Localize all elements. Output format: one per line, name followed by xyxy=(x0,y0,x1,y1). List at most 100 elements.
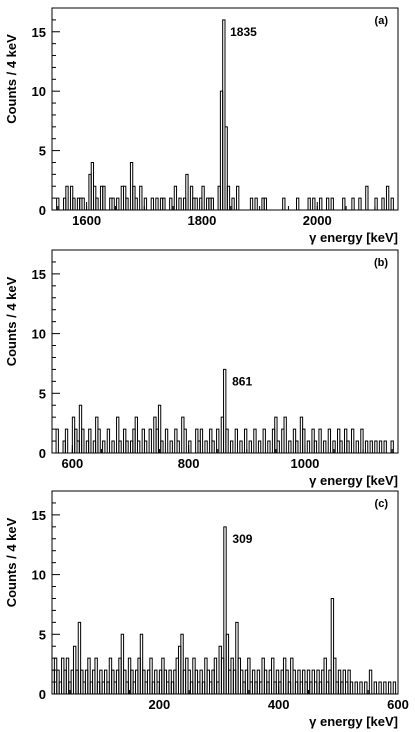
histogram-bin xyxy=(271,657,275,694)
histogram-bin xyxy=(373,681,378,694)
histogram-bin xyxy=(157,404,162,453)
histogram-bin xyxy=(111,440,115,453)
x-tick-label: 600 xyxy=(387,697,409,712)
histogram-bin xyxy=(160,440,164,453)
histogram-bin xyxy=(72,197,76,210)
histogram-bin xyxy=(234,428,239,453)
histogram-bin xyxy=(318,428,322,453)
panel-2: 600 800 1000 0 5 10 15 Counts / 4 keV γ energy [… xyxy=(4,249,399,488)
histogram-bin xyxy=(88,428,92,453)
histogram-bin xyxy=(143,197,148,210)
histogram-bin xyxy=(378,681,382,694)
histogram-bin xyxy=(283,416,287,453)
histogram-bin xyxy=(95,197,99,210)
x-tick-label: 200 xyxy=(149,697,171,712)
y-tick-label: 5 xyxy=(39,627,46,642)
histogram-bin xyxy=(276,440,280,453)
histogram-bin xyxy=(374,197,378,210)
x-tick-label: 2000 xyxy=(303,213,332,228)
histogram-bin xyxy=(392,681,397,694)
histogram-bin xyxy=(65,657,70,694)
histogram-bin xyxy=(164,428,169,453)
y-tick-label: 10 xyxy=(32,568,46,583)
histogram-bin xyxy=(183,428,187,453)
histogram-bin xyxy=(201,185,205,210)
histogram-bin xyxy=(139,633,144,694)
histogram-bin xyxy=(365,185,369,210)
histogram-bin xyxy=(211,440,215,453)
histogram-bin xyxy=(274,416,278,453)
histogram-bin xyxy=(185,173,189,210)
histogram-bin xyxy=(176,440,180,453)
histogram-bin xyxy=(249,197,254,210)
y-tick-label: 10 xyxy=(32,84,46,99)
histogram-bin xyxy=(180,633,184,694)
panel-tag: (b) xyxy=(374,257,388,269)
histogram-bin xyxy=(342,197,346,210)
y-tick-label: 5 xyxy=(39,386,46,401)
y-tick-label: 15 xyxy=(32,267,46,282)
histogram-bin xyxy=(125,440,129,453)
histogram-bin xyxy=(364,681,368,694)
histogram-bin xyxy=(313,440,318,453)
histogram-bin xyxy=(162,197,166,210)
histogram-bin xyxy=(282,197,286,210)
histogram-bin xyxy=(374,440,378,453)
histogram-bin xyxy=(106,428,111,453)
histogram-bin xyxy=(213,657,218,694)
histogram-bin xyxy=(134,197,138,210)
histogram-bin xyxy=(97,428,101,453)
histogram-bin xyxy=(263,197,268,210)
panel-tag: (c) xyxy=(375,498,389,510)
histogram-bin xyxy=(247,657,251,694)
histogram-bin xyxy=(223,368,227,453)
x-tick-label: 1600 xyxy=(72,213,101,228)
histogram-bin xyxy=(390,440,394,453)
histogram-bin xyxy=(216,428,220,453)
histogram-bin xyxy=(226,185,231,210)
y-axis-label: Counts / 4 keV xyxy=(4,517,19,607)
histogram-bin xyxy=(149,657,153,694)
x-axis-label: γ energy [keV] xyxy=(309,714,398,729)
histogram-bin xyxy=(369,440,373,453)
histogram-bin xyxy=(383,440,387,453)
histogram-bin xyxy=(169,440,173,453)
peak-label: 309 xyxy=(232,532,252,546)
peak-label: 1835 xyxy=(230,25,257,39)
histogram-bin xyxy=(330,197,334,210)
y-tick-label: 15 xyxy=(32,25,46,40)
histogram-bin xyxy=(111,197,115,210)
histogram-bin xyxy=(56,197,60,210)
histogram-bin xyxy=(387,681,392,694)
histogram-bin xyxy=(360,428,364,453)
histogram-bin xyxy=(359,681,363,694)
histogram-bin xyxy=(231,197,235,210)
histogram-bin xyxy=(349,681,354,694)
histogram-bin xyxy=(64,428,69,453)
histogram-bin xyxy=(116,197,120,210)
histogram-bin xyxy=(323,440,327,453)
histogram-bin xyxy=(81,428,85,453)
histogram-bin xyxy=(178,197,182,210)
histogram-bin xyxy=(204,440,208,453)
histogram-bin xyxy=(364,440,369,453)
histogram-bin xyxy=(223,526,227,694)
histogram-bin xyxy=(267,440,271,453)
histogram-bin xyxy=(296,197,300,210)
histogram-bin xyxy=(257,440,262,453)
histogram-bin xyxy=(199,428,204,453)
x-tick-label: 800 xyxy=(178,456,200,471)
plot-frame xyxy=(51,490,399,695)
histogram-bin xyxy=(224,126,228,210)
histogram-bin xyxy=(169,197,173,210)
histogram-bin xyxy=(55,428,59,453)
histogram-bin xyxy=(139,185,143,210)
histogram-bin xyxy=(302,428,306,453)
histogram-bin xyxy=(243,428,248,453)
histogram-bin xyxy=(351,197,355,210)
plot-frame xyxy=(51,249,399,454)
histogram-bin xyxy=(354,681,358,694)
histogram-bin xyxy=(143,440,148,453)
y-tick-label: 0 xyxy=(39,446,46,461)
